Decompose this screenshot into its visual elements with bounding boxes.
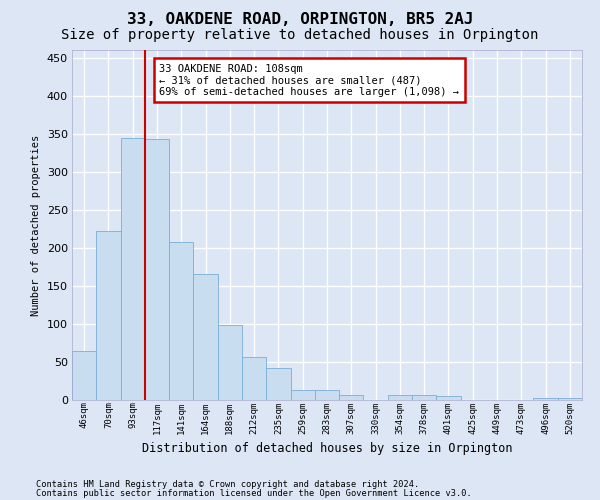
Bar: [339, 394, 364, 400]
Bar: [558, 398, 582, 400]
Bar: [121, 138, 145, 400]
Text: Contains HM Land Registry data © Crown copyright and database right 2024.: Contains HM Land Registry data © Crown c…: [36, 480, 419, 489]
Text: Contains public sector information licensed under the Open Government Licence v3: Contains public sector information licen…: [36, 489, 472, 498]
Text: 33, OAKDENE ROAD, ORPINGTON, BR5 2AJ: 33, OAKDENE ROAD, ORPINGTON, BR5 2AJ: [127, 12, 473, 28]
Bar: [242, 358, 266, 400]
Bar: [315, 390, 339, 400]
Bar: [145, 139, 169, 400]
Bar: [218, 324, 242, 400]
Y-axis label: Number of detached properties: Number of detached properties: [31, 134, 41, 316]
Bar: [412, 396, 436, 400]
Text: 33 OAKDENE ROAD: 108sqm
← 31% of detached houses are smaller (487)
69% of semi-d: 33 OAKDENE ROAD: 108sqm ← 31% of detache…: [160, 64, 460, 97]
Bar: [266, 368, 290, 400]
Bar: [388, 396, 412, 400]
Text: Size of property relative to detached houses in Orpington: Size of property relative to detached ho…: [61, 28, 539, 42]
X-axis label: Distribution of detached houses by size in Orpington: Distribution of detached houses by size …: [142, 442, 512, 455]
Bar: [290, 390, 315, 400]
Bar: [436, 396, 461, 400]
Bar: [96, 231, 121, 400]
Bar: [169, 242, 193, 400]
Bar: [72, 350, 96, 400]
Bar: [193, 274, 218, 400]
Bar: [533, 398, 558, 400]
